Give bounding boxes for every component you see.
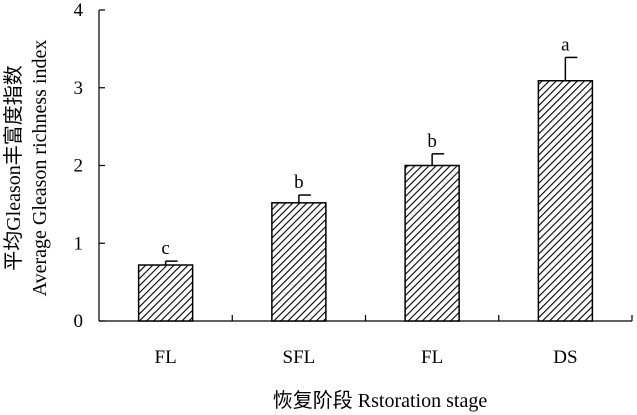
y-tick-label: 2: [74, 156, 84, 177]
significance-label: a: [561, 34, 570, 55]
significance-label: b: [294, 172, 304, 193]
y-axis-title-chinese: 平均Gleason丰富度指数: [2, 65, 25, 271]
significance-label: b: [427, 131, 437, 152]
bar: [139, 265, 193, 321]
y-tick-label: 0: [74, 311, 84, 332]
bar: [538, 81, 592, 321]
x-axis-title: 恢复阶段 Rstoration stage: [273, 389, 488, 412]
x-category-label: SFL: [283, 347, 316, 368]
plot-area: 0 1 2 3 4 c FL b SFL b FL a DS: [74, 0, 633, 368]
x-category-label: DS: [553, 347, 577, 368]
bar: [405, 166, 459, 322]
x-category-label: FL: [155, 347, 177, 368]
y-tick-label: 4: [74, 0, 84, 21]
y-axis-title-english: Average Gleason richness index: [29, 40, 51, 297]
bar: [272, 203, 326, 321]
significance-label: c: [161, 238, 169, 259]
y-tick-label: 3: [74, 78, 84, 99]
x-category-label: FL: [421, 347, 443, 368]
y-tick-label: 1: [74, 233, 84, 254]
